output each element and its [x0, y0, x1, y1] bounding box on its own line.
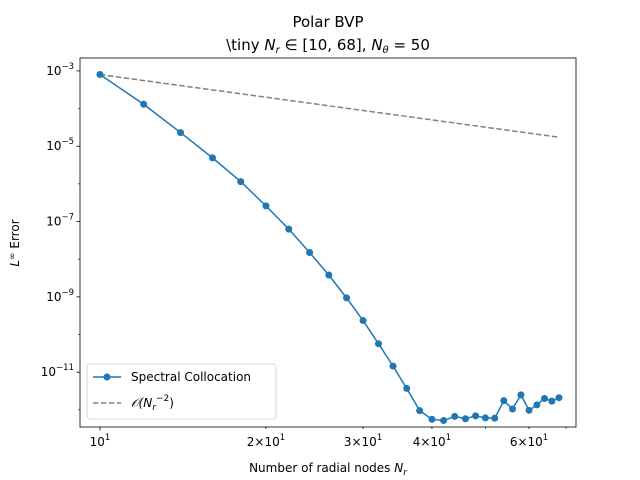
series-0-point-6	[285, 225, 293, 233]
x-tick-label-2-base: 3×10	[344, 435, 377, 449]
series-0-point-9	[343, 294, 351, 302]
x-tick-label-3: 4×101	[413, 433, 451, 449]
series-0-point-10	[359, 317, 367, 325]
x-tick-label-1-exp: 1	[280, 433, 285, 443]
series-0-point-2	[177, 129, 185, 137]
x-axis-label: Number of radial nodes Nr	[249, 461, 408, 478]
series-0-point-23	[509, 405, 517, 413]
series-0-point-5	[262, 202, 270, 210]
x-tick-label-3-base: 4×10	[413, 435, 446, 449]
axes-frame	[79, 57, 577, 428]
series-0-point-1	[140, 100, 148, 108]
series-0-point-11	[375, 340, 382, 348]
subtitle-part-value: = 50	[389, 36, 430, 54]
legend-label-series-1: 𝒪(Nr−2)	[131, 394, 174, 413]
y-tick-label-3-base: 10	[46, 290, 61, 304]
series-0-point-18	[461, 415, 469, 423]
x-tick-label-2: 3×101	[344, 433, 382, 449]
series-0-point-16	[440, 417, 448, 425]
x-axis-label-text: Number of radial nodes	[249, 461, 394, 475]
x-tick-label-4-exp: 1	[543, 433, 548, 443]
series-0-point-7	[306, 249, 314, 257]
legend-label-series-1-part-2: −2	[156, 394, 169, 404]
x-tick-label-0-base: 10	[90, 435, 105, 449]
series-0-point-12	[389, 362, 397, 370]
chart-subtitle: \tiny Nr ∈ [10, 68], Nθ = 50	[226, 36, 430, 56]
series-0-point-28	[548, 397, 556, 405]
y-tick-label-0: 10−3	[46, 62, 74, 78]
y-axis-label-sup: ∞	[8, 252, 18, 260]
x-tick-label-3-exp: 1	[446, 433, 451, 443]
y-tick-label-3: 10−9	[46, 288, 74, 304]
y-axis-label-text: Error	[8, 219, 22, 252]
y-tick-label-0-exp: −3	[61, 62, 74, 72]
y-tick-label-1-exp: −5	[61, 137, 74, 147]
x-tick-label-0-exp: 1	[105, 433, 110, 443]
x-axis-label-sub: r	[403, 468, 408, 478]
series-0-point-14	[416, 407, 424, 415]
series-0-point-20	[481, 414, 489, 422]
plot-area	[96, 71, 563, 425]
subtitle-part-n1: N	[264, 36, 275, 54]
y-tick-label-1-base: 10	[46, 139, 61, 153]
x-tick-label-1: 2×101	[247, 433, 285, 449]
y-tick-label-2-base: 10	[46, 215, 61, 229]
series-0-point-8	[325, 271, 333, 279]
legend-label-series-1-part-0: 𝒪(N	[131, 396, 152, 410]
series-0-point-25	[525, 406, 533, 414]
series-0-point-29	[555, 394, 563, 402]
series-0-point-0	[96, 71, 104, 79]
y-axis-label: L∞ Error	[8, 219, 22, 266]
x-tick-label-0: 101	[90, 433, 111, 449]
y-tick-label-2-exp: −7	[61, 213, 74, 223]
x-tick-label-4: 6×101	[510, 433, 548, 449]
chart-title: Polar BVP	[292, 13, 363, 31]
x-tick-label-4-base: 6×10	[510, 435, 543, 449]
subtitle-part-sub1: r	[276, 45, 281, 56]
x-tick-label-2-exp: 1	[377, 433, 382, 443]
y-tick-label-2: 10−7	[46, 213, 74, 229]
legend-label-series-0: Spectral Collocation	[131, 370, 251, 384]
legend: Spectral Collocation 𝒪(Nr−2)	[86, 363, 277, 420]
series-0-point-15	[428, 415, 436, 423]
series-0-point-19	[472, 412, 480, 420]
series-0-point-24	[517, 391, 525, 399]
series-0-point-27	[540, 394, 548, 402]
series-0-point-3	[209, 154, 217, 162]
x-tick-label-1-base: 2×10	[247, 435, 280, 449]
legend-box	[86, 363, 277, 420]
series-0-point-26	[533, 401, 541, 409]
series-0-point-21	[491, 414, 499, 422]
subtitle-part-range: ∈ [10, 68],	[280, 36, 372, 54]
series-0-point-17	[451, 412, 459, 420]
y-tick-label-4: 10−11	[41, 363, 74, 379]
legend-marker-series-0	[103, 373, 111, 381]
y-tick-label-3-exp: −9	[61, 288, 74, 298]
y-tick-label-4-base: 10	[41, 365, 56, 379]
y-tick-label-1: 10−5	[46, 137, 74, 153]
subtitle-part-sub2: θ	[383, 45, 389, 56]
series-0-point-4	[237, 178, 245, 186]
legend-label-series-1-part-3: )	[169, 396, 174, 410]
y-tick-label-0-base: 10	[46, 64, 61, 78]
series-0-point-13	[403, 384, 411, 392]
y-axis-label-var: L	[8, 260, 22, 267]
legend-label-series-1-part-1: r	[152, 403, 157, 413]
x-axis-label-var: N	[394, 461, 403, 475]
series-line-1	[99, 73, 560, 138]
subtitle-part-prefix: \tiny	[226, 36, 264, 54]
y-tick-label-4-exp: −11	[56, 363, 74, 373]
series-0-point-22	[500, 397, 508, 405]
subtitle-part-n2: N	[371, 36, 382, 54]
